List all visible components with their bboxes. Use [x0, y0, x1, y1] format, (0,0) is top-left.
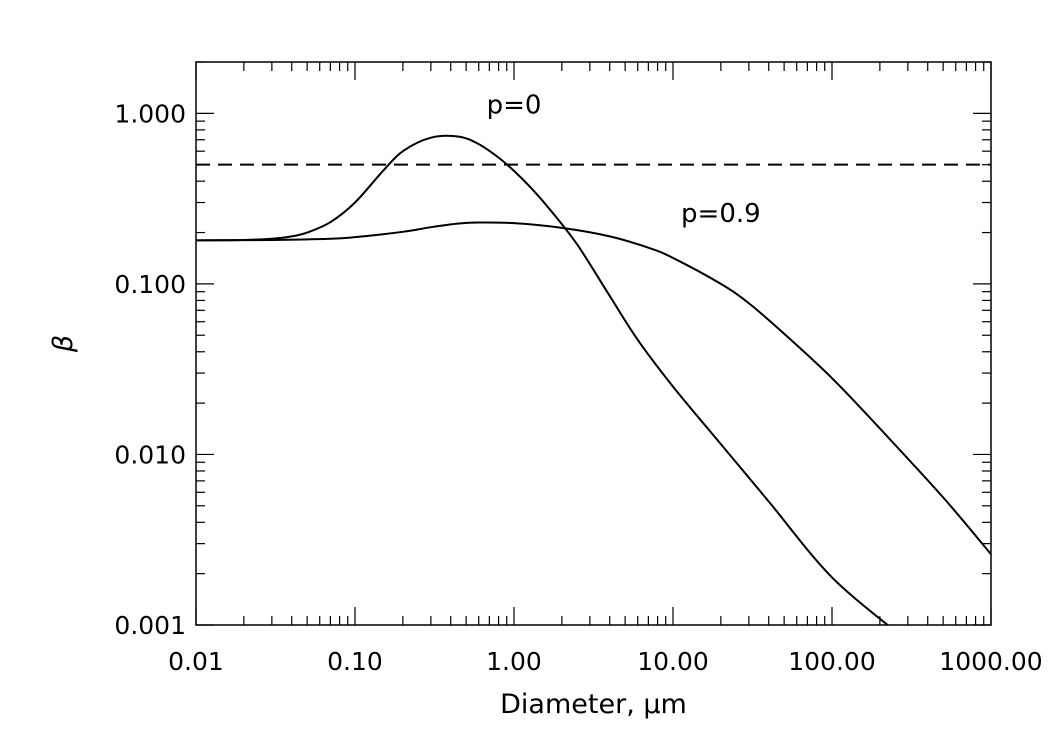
plot-layer — [196, 134, 991, 625]
y-tick-label: 0.001 — [114, 611, 186, 640]
curve-annotation: p=0.9 — [681, 199, 761, 229]
y-tick-label: 1.000 — [114, 99, 186, 128]
y-axis-label: β — [48, 335, 79, 353]
tick-layer — [195, 61, 992, 626]
x-tick-label: 100.00 — [788, 647, 875, 676]
label-layer: 0.01 0.10 1.00 10.00 100.00 1000.00 0.001 0.010… — [114, 90, 1042, 676]
x-axis-label: Diameter, μm — [500, 689, 687, 720]
x-tick-label: 0.10 — [327, 647, 383, 676]
x-tick-label: 10.00 — [637, 647, 709, 676]
series-line-p-0 — [196, 134, 890, 625]
x-tick-label: 1.00 — [486, 647, 542, 676]
y-tick-label: 0.010 — [114, 440, 186, 469]
x-tick-label: 1000.00 — [939, 647, 1042, 676]
plot-frame — [195, 61, 992, 626]
curve-annotation: p=0 — [487, 90, 542, 120]
x-tick-label: 0.01 — [168, 647, 224, 676]
series-line-p-0-9 — [196, 221, 991, 555]
y-tick-label: 0.100 — [114, 270, 186, 299]
